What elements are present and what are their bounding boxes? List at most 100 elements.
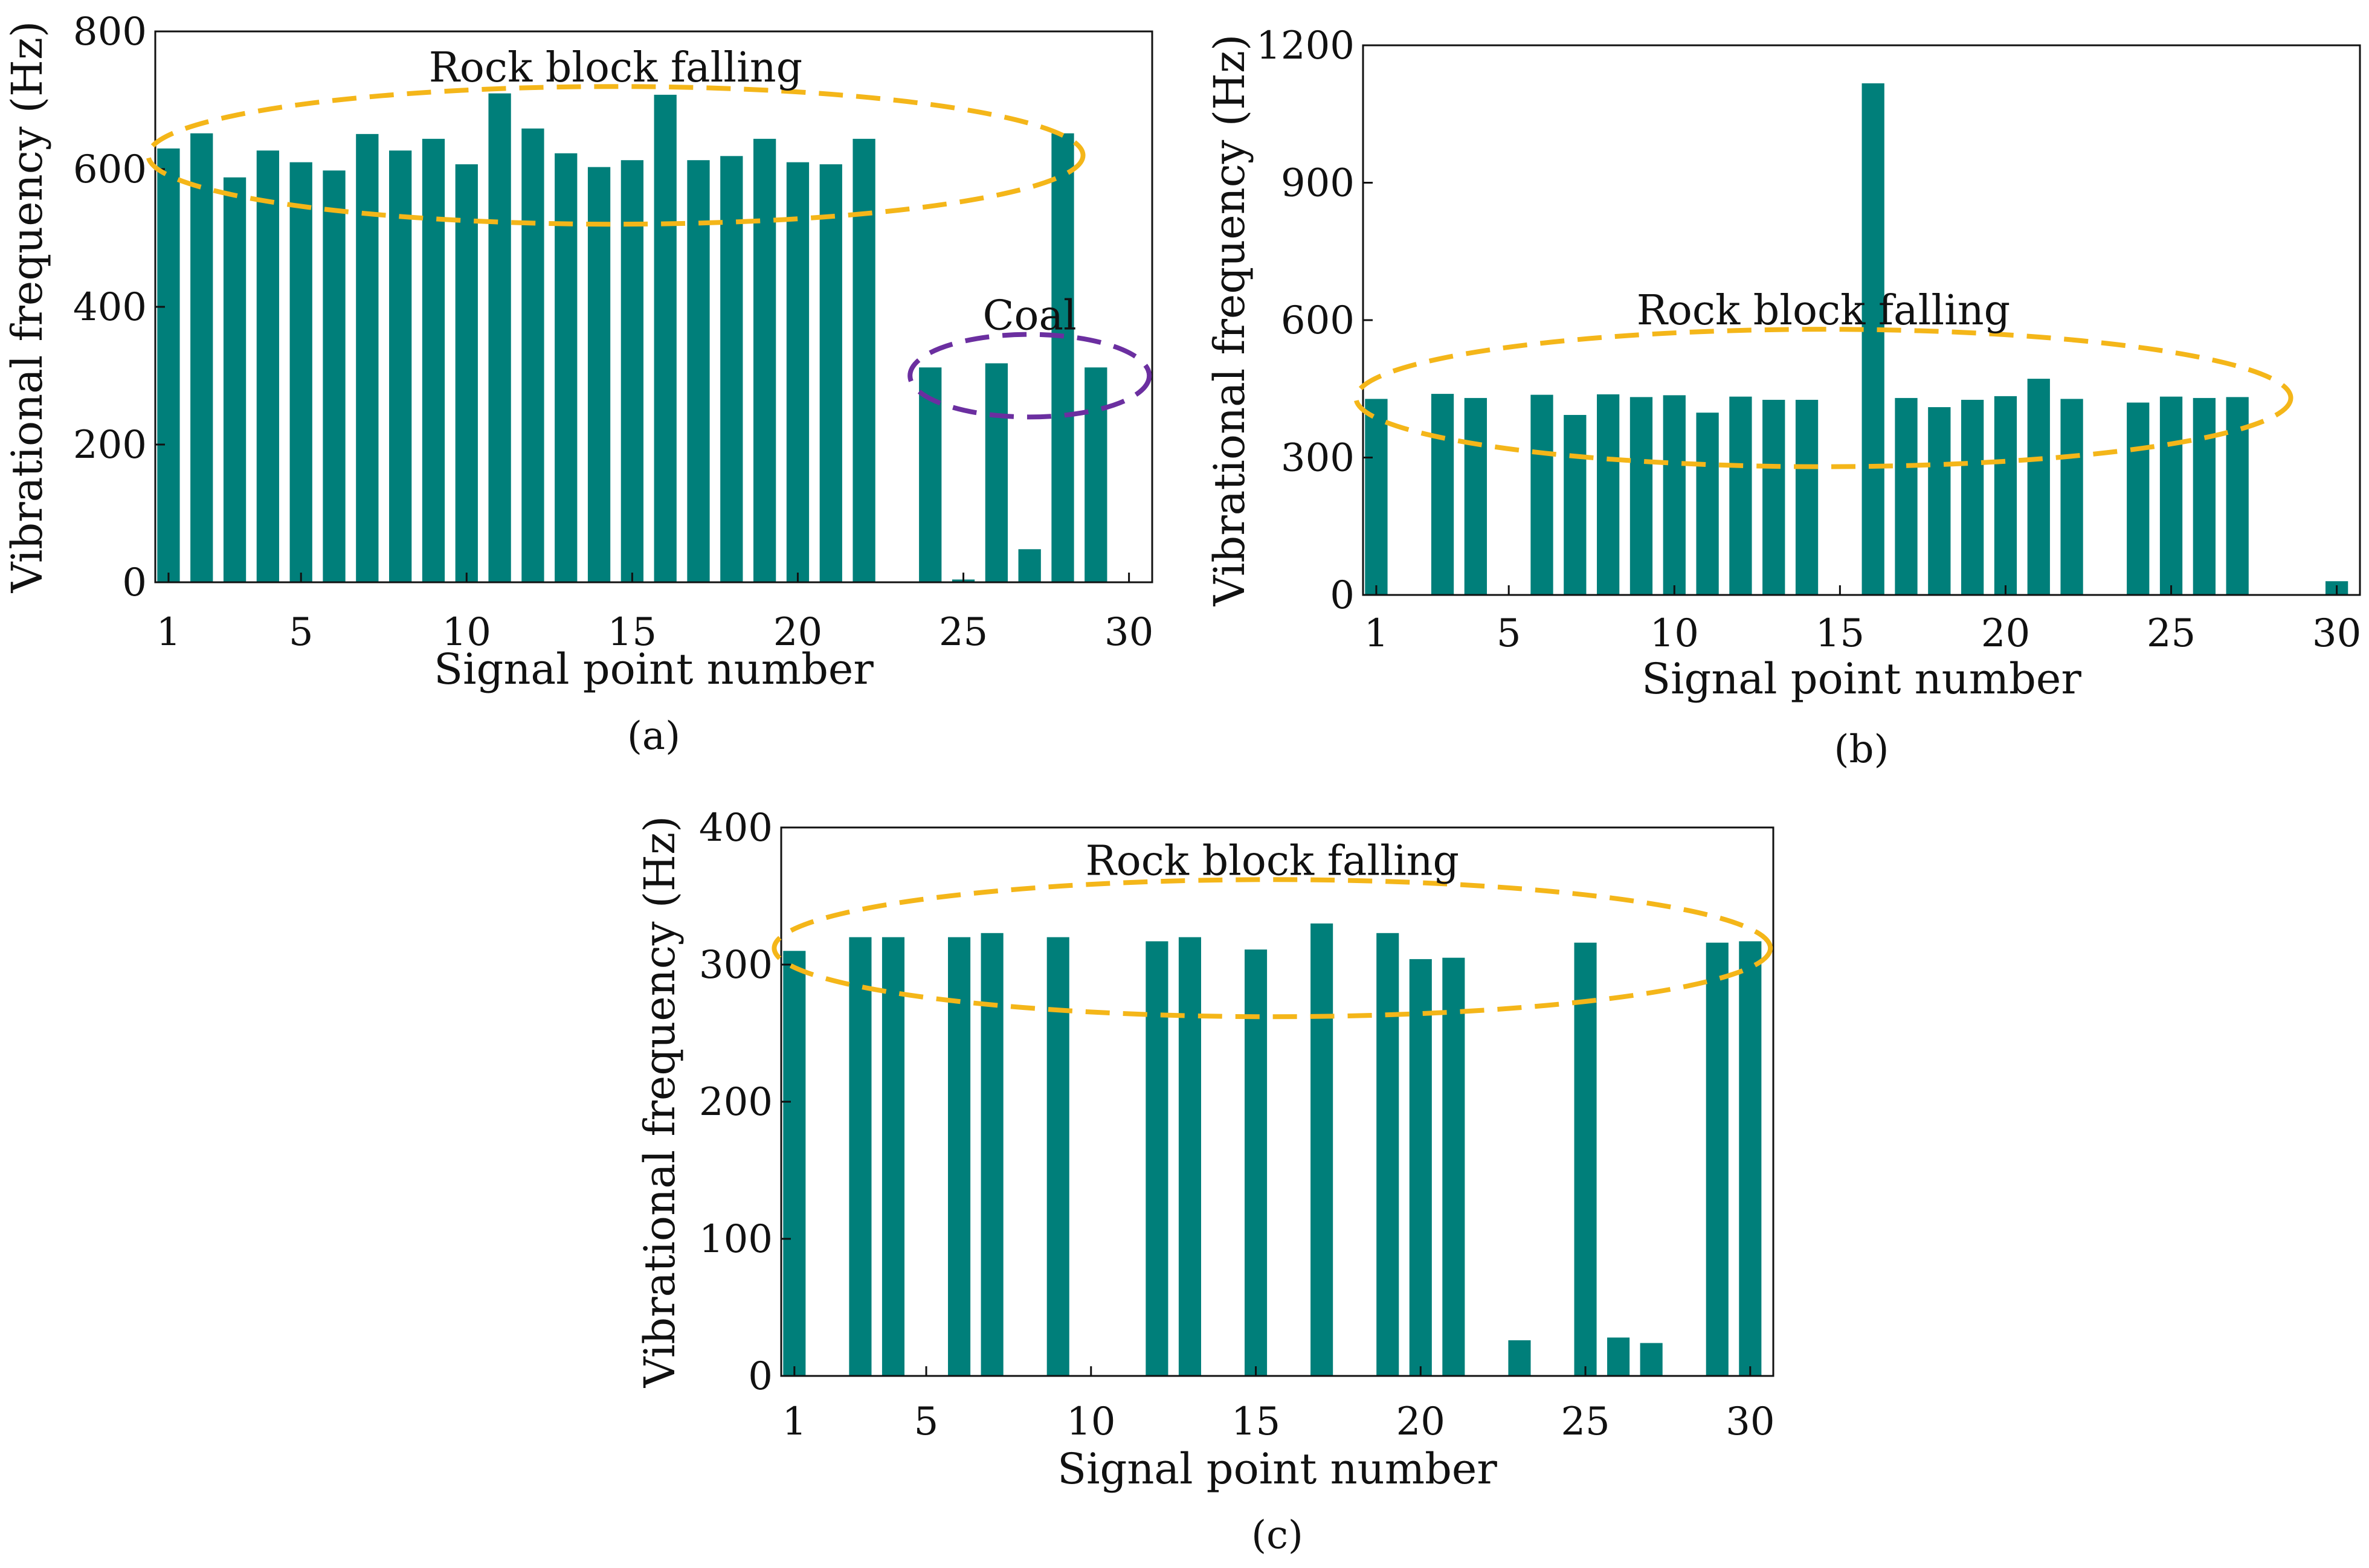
y-tick-label: 100 [699,1217,773,1262]
x-tick-label: 15 [1816,611,1865,656]
x-tick-label: 5 [289,610,314,655]
rock-ellipse [146,84,1086,227]
bar-15 [620,160,644,582]
panel-label: (c) [1251,1513,1303,1558]
x-tick-label: 10 [442,610,491,655]
bar-17 [1895,397,1918,595]
bar-11 [488,93,511,583]
bar-16 [654,94,677,582]
x-axis-title: Signal point number [1057,1444,1497,1494]
bar-13 [1762,399,1785,595]
x-tick-label: 1 [156,610,181,655]
y-tick-label: 400 [699,806,773,850]
bar-26 [985,363,1008,582]
bar-13 [555,153,578,582]
x-tick-label: 10 [1650,611,1699,656]
bar-4 [1464,397,1487,595]
bar-6 [323,170,346,582]
y-tick-label: 0 [1330,573,1355,618]
bar-10 [1663,395,1686,595]
bar-8 [389,150,412,583]
x-tick-label: 30 [1104,610,1153,655]
bar-26 [2193,397,2216,595]
bar-20 [786,162,810,583]
rock-annotation-label: Rock block falling [429,44,802,92]
bar-20 [1409,959,1432,1376]
x-axis-title: Signal point number [1642,654,2081,704]
bar-9 [1629,397,1653,595]
bar-3 [1431,394,1454,595]
y-axis-title: Vibrational frequency (Hz) [1205,34,1254,607]
x-tick-label: 20 [773,610,822,655]
bar-20 [1994,396,2017,595]
y-tick-label: 900 [1281,161,1355,206]
coal-ellipse [907,332,1152,420]
bar-25 [2159,396,2183,595]
y-axis-title: Vibrational frequency (Hz) [635,816,685,1389]
y-tick-label: 200 [73,423,147,468]
x-tick-label: 25 [1561,1399,1610,1444]
bar-15 [1244,949,1268,1376]
panel-label: (b) [1834,727,1889,772]
rock-annotation-label: Rock block falling [1637,287,2010,335]
bar-8 [1597,394,1620,595]
bar-6 [948,937,971,1376]
bar-22 [2060,399,2083,595]
x-tick-label: 1 [782,1399,807,1444]
y-tick-label: 0 [122,561,147,605]
bar-6 [1530,394,1553,595]
bar-24 [2127,402,2150,595]
rock-ellipse [772,877,1773,1020]
bar-14 [1795,399,1819,595]
rock-annotation-label: Rock block falling [1086,837,1459,885]
bar-2 [190,133,213,583]
bar-17 [1310,923,1333,1376]
y-axis-title: Vibrational frequency (Hz) [2,21,52,594]
bar-27 [1018,549,1041,582]
bar-18 [720,156,743,583]
y-tick-label: 300 [1281,436,1355,481]
bar-21 [2027,379,2050,595]
bar-4 [882,937,905,1376]
bar-1 [783,951,806,1376]
bar-4 [256,150,280,583]
y-tick-label: 600 [73,147,147,192]
bar-28 [1051,133,1074,583]
bar-29 [1085,367,1107,582]
bar-12 [1729,396,1752,595]
y-tick-label: 800 [73,10,147,54]
bar-29 [1706,942,1729,1376]
y-tick-label: 400 [73,285,147,330]
bar-21 [1442,957,1465,1376]
bar-17 [687,160,710,582]
bar-12 [1146,941,1168,1376]
bar-5 [289,162,312,583]
x-tick-label: 15 [1231,1399,1280,1444]
x-tick-label: 30 [1726,1399,1774,1444]
bar-25 [1574,942,1597,1376]
y-tick-label: 1200 [1256,24,1355,68]
bar-10 [455,164,478,582]
bar-16 [1861,83,1884,596]
bar-18 [1928,407,1951,595]
bar-1 [1365,399,1388,595]
bar-3 [223,177,247,582]
bar-12 [521,128,544,583]
x-tick-label: 1 [1364,611,1389,656]
x-tick-label: 30 [2312,611,2361,656]
bar-3 [849,937,872,1376]
panel-label: (a) [627,714,680,759]
x-tick-label: 25 [939,610,988,655]
bar-30 [1739,941,1762,1376]
bar-9 [1046,937,1069,1376]
bar-9 [422,138,445,583]
bar-7 [356,133,379,583]
x-tick-label: 5 [1497,611,1521,656]
bar-21 [819,164,842,582]
bar-22 [853,138,875,583]
bar-27 [1640,1343,1663,1376]
x-tick-label: 20 [1396,1399,1445,1444]
